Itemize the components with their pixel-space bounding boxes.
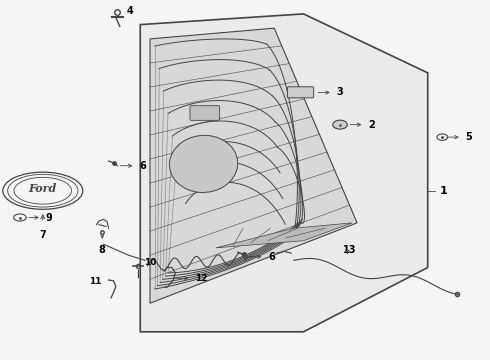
Text: 4: 4 (126, 6, 133, 16)
Text: 1: 1 (440, 186, 448, 196)
Text: 9: 9 (46, 212, 52, 222)
Text: 10: 10 (144, 258, 156, 267)
Text: 6: 6 (139, 161, 146, 171)
Polygon shape (140, 14, 428, 332)
Text: 6: 6 (269, 252, 275, 262)
FancyBboxPatch shape (190, 106, 220, 120)
Text: 8: 8 (99, 246, 106, 255)
Text: 13: 13 (343, 245, 356, 255)
Text: 5: 5 (466, 132, 472, 142)
FancyBboxPatch shape (288, 87, 314, 98)
Ellipse shape (333, 120, 347, 129)
Polygon shape (150, 28, 357, 303)
Text: 2: 2 (368, 120, 375, 130)
Text: Ford: Ford (29, 184, 57, 194)
Text: 3: 3 (337, 87, 343, 98)
Text: 7: 7 (39, 230, 46, 240)
Text: 12: 12 (196, 274, 208, 283)
Text: 11: 11 (89, 277, 101, 286)
Polygon shape (216, 223, 352, 248)
Ellipse shape (170, 135, 238, 193)
